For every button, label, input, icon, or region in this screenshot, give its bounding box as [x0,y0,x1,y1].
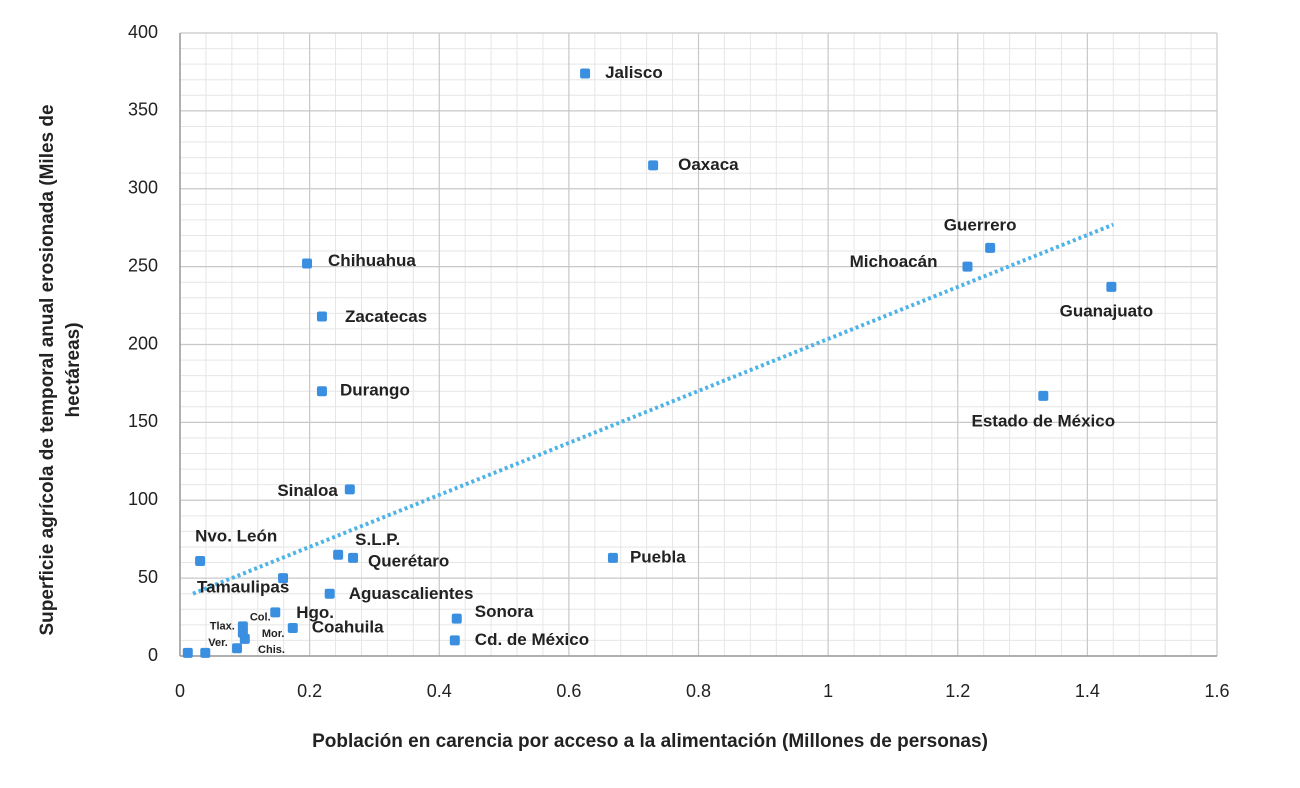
point [348,552,359,563]
x-tick-label: 0 [175,681,185,701]
point-label: Coahuila [312,617,384,636]
y-tick-label: 150 [128,411,158,431]
point [324,588,335,599]
point [287,622,298,633]
point-label: Oaxaca [678,155,739,174]
x-tick-label: 1.6 [1204,681,1229,701]
point-label: Ver. [208,637,228,649]
point [333,549,344,560]
point-label: Col. [250,611,271,623]
x-tick-label: 0.2 [297,681,322,701]
point-label: Guerrero [944,215,1017,234]
x-tick-label: 1.4 [1075,681,1100,701]
point [270,607,281,618]
y-tick-label: 0 [148,645,158,665]
point [451,613,462,624]
point-label: Mor. [262,628,285,640]
y-tick-label: 400 [128,22,158,42]
point [344,484,355,495]
trendline [192,222,1115,596]
point-label: Chis. [258,644,285,656]
y-axis-title: Superficie agrícola de temporal anual er… [37,104,58,635]
point-label: Hgo. [296,603,334,622]
x-tick-label: 0.4 [427,681,452,701]
point [232,643,243,654]
point [302,258,313,269]
point-label: Puebla [630,547,686,566]
point-label: Sonora [475,602,534,621]
point [182,647,193,658]
x-tick-label: 1.2 [945,681,970,701]
point [1038,390,1049,401]
point [962,261,973,272]
point [316,386,327,397]
y-tick-label: 300 [128,178,158,198]
point-label: Jalisco [605,63,663,82]
point-label: Sinaloa [277,481,338,500]
point [449,635,460,646]
point-label: Aguascalientes [349,584,474,603]
x-tick-label: 0.6 [556,681,581,701]
y-tick-label: 100 [128,489,158,509]
point [278,573,289,584]
point [580,68,591,79]
point-label: Tamaulipas [197,578,289,597]
point-label: Nvo. León [195,526,277,545]
point-label: S.L.P. [355,530,400,549]
y-axis-title: hectáreas) [63,322,84,417]
point [1106,281,1117,292]
x-axis-title: Población en carencia por acceso a la al… [312,731,988,752]
point-label: Durango [340,381,410,400]
y-tick-label: 50 [138,567,158,587]
point [200,647,211,658]
point [195,555,206,566]
point-label: Querétaro [368,551,449,570]
point-label: Tlax. [210,621,235,633]
y-tick-label: 350 [128,100,158,120]
point [985,242,996,253]
y-tick-label: 250 [128,255,158,275]
point [239,633,250,644]
x-tick-label: 1 [823,681,833,701]
point-label: Guanajuato [1060,301,1154,320]
x-tick-label: 0.8 [686,681,711,701]
y-tick-label: 200 [128,333,158,353]
point [648,160,659,171]
point-label: Chihuahua [328,251,416,270]
point-label: Cd. de México [475,630,589,649]
point [607,552,618,563]
point-label: Estado de México [971,411,1115,430]
point [316,311,327,322]
point-label: Michoacán [850,252,938,271]
point-label: Zacatecas [345,307,427,326]
